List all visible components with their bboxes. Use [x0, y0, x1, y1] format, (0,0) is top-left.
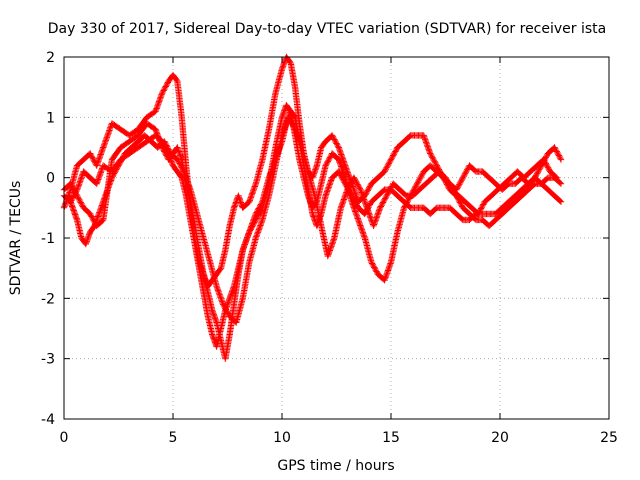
- y-tick-label: 2: [46, 50, 55, 66]
- data-marks: [60, 53, 565, 362]
- axis-ticks: [63, 56, 610, 420]
- y-axis-label: SDTVAR / TECUs: [8, 181, 24, 296]
- x-axis-label: GPS time / hours: [277, 458, 394, 474]
- series-4: [65, 114, 560, 326]
- series-1-points: [60, 53, 565, 290]
- y-tick-label: -2: [41, 291, 55, 307]
- x-tick-label: 0: [60, 430, 69, 446]
- y-tick-label: -4: [41, 412, 55, 428]
- chart-title: Day 330 of 2017, Sidereal Day-to-day VTE…: [48, 21, 606, 37]
- x-tick-label: 20: [491, 430, 509, 446]
- x-tick-label: 10: [273, 430, 291, 446]
- series-1: [60, 53, 565, 290]
- series-4-points: [65, 114, 560, 326]
- y-tick-label: -1: [41, 231, 55, 247]
- y-tick-label: -3: [41, 352, 55, 368]
- y-tick-label: 1: [46, 110, 55, 126]
- tick-labels: 0 5 10 15 20 25 -4 -3 -2 -1 0 1 2: [41, 50, 618, 446]
- x-tick-label: 25: [600, 430, 618, 446]
- y-tick-label: 0: [46, 171, 55, 187]
- x-tick-label: 15: [382, 430, 400, 446]
- x-tick-label: 5: [169, 430, 178, 446]
